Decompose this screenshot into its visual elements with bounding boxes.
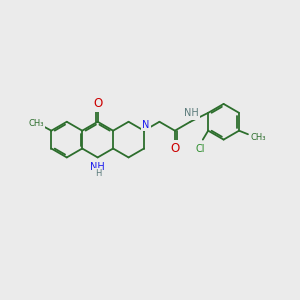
Text: N: N — [142, 120, 150, 130]
Text: O: O — [170, 142, 179, 155]
Text: CH₃: CH₃ — [28, 119, 44, 128]
Text: NH: NH — [184, 108, 199, 118]
Text: CH₃: CH₃ — [250, 133, 266, 142]
Text: Cl: Cl — [195, 144, 205, 154]
Text: O: O — [93, 98, 102, 110]
Text: H: H — [95, 169, 101, 178]
Text: NH: NH — [90, 162, 105, 172]
